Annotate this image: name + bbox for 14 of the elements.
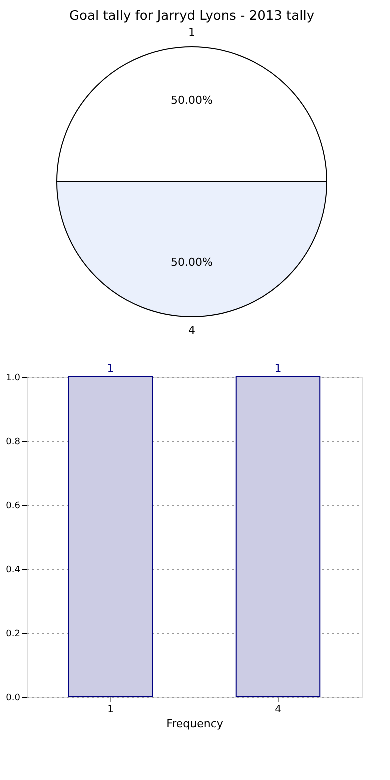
y-tick-label: 0.8 xyxy=(6,438,21,448)
data-label: 1 xyxy=(107,362,114,375)
slice-label: 4 xyxy=(188,324,196,337)
chart-title: Goal tally for Jarryd Lyons - 2013 tally xyxy=(69,9,315,24)
data-label: 1 xyxy=(274,362,282,375)
data-label: 50.00% xyxy=(171,256,213,269)
y-tick-label: 0.0 xyxy=(6,694,21,704)
y-tick-label: 0.6 xyxy=(6,502,21,512)
x-axis-title: Frequency xyxy=(166,718,224,730)
y-tick-label: 0.2 xyxy=(6,630,20,640)
slice-label: 1 xyxy=(188,26,196,39)
y-tick-label: 0.4 xyxy=(6,566,21,576)
data-label: 50.00% xyxy=(171,94,213,107)
y-tick-label: 1.0 xyxy=(6,374,21,384)
